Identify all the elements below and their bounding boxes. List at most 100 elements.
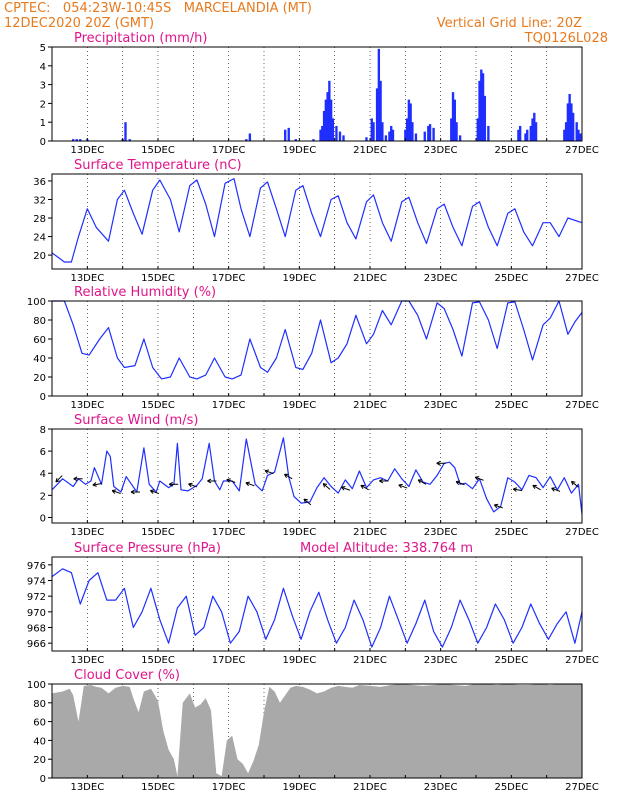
panel-5: Cloud Cover (%) 0 20 40 60 80 100 13DEC 15DEC 17D… <box>27 668 599 793</box>
wind-arrow <box>111 490 121 495</box>
x-tick-label: 17DEC <box>212 400 246 411</box>
wind-arrow-head <box>455 480 461 485</box>
y-tick-label: 100 <box>27 680 46 691</box>
wind-arrow <box>360 484 369 491</box>
precip-bar <box>483 95 487 141</box>
precip-bar <box>388 131 391 141</box>
x-tick-label: 23DEC <box>424 782 458 793</box>
precip-bar <box>319 129 322 141</box>
x-tick-label: 19DEC <box>282 655 316 666</box>
wind-arrow <box>188 483 198 488</box>
precip-bar <box>524 133 527 141</box>
y-tick-label: 60 <box>33 718 46 729</box>
precip-bar <box>379 80 382 141</box>
x-tick-label: 21DEC <box>353 782 387 793</box>
wind-arrow-head <box>493 503 499 509</box>
wind-arrow-head <box>92 482 97 487</box>
precip-bar <box>570 103 573 141</box>
wind-arrow <box>551 487 561 492</box>
precip-bar <box>450 118 453 141</box>
precip-bar <box>566 103 570 141</box>
wind-arrow <box>322 483 331 490</box>
wind-arrow <box>150 490 159 495</box>
panel-frame <box>51 173 583 270</box>
x-tick-label: 27DEC <box>565 527 599 538</box>
x-tick-label: 13DEC <box>70 273 104 284</box>
precip-bar <box>390 125 393 141</box>
wind-arrow-head <box>322 483 328 488</box>
wind-arrow-head <box>264 469 270 474</box>
wind-arrow <box>264 470 274 475</box>
precip-bar <box>451 92 455 141</box>
precip-bar <box>329 99 333 141</box>
wind-arrow <box>532 484 541 491</box>
y-tick-label: 972 <box>27 592 46 603</box>
x-tick-label: 27DEC <box>565 273 599 284</box>
wind-arrow-head <box>532 484 537 490</box>
precip-bar <box>428 124 432 141</box>
x-tick-label: 15DEC <box>141 782 175 793</box>
x-tick-label: 23DEC <box>424 273 458 284</box>
precip-bar <box>377 48 381 141</box>
panel-3: Surface Wind (m/s) 0 2 4 6 8 13DEC 15DEC 17DEC 19… <box>40 413 599 538</box>
x-tick-label: 13DEC <box>70 400 104 411</box>
wind-arrow-head <box>303 498 309 504</box>
x-tick-label: 13DEC <box>70 655 104 666</box>
precip-bar <box>365 137 368 141</box>
x-tick-label: 17DEC <box>212 527 246 538</box>
y-tick-label: 970 <box>27 608 46 619</box>
panel-frame <box>51 428 583 524</box>
precip-bar <box>381 122 384 141</box>
precip-bar <box>534 122 538 141</box>
precip-bar <box>518 125 522 141</box>
panel-frame <box>51 683 583 779</box>
wind-arrow-head <box>341 486 346 491</box>
precip-bar <box>453 99 456 141</box>
y-tick-label: 0 <box>40 513 46 524</box>
x-tick-label: 19DEC <box>282 400 316 411</box>
series-line <box>51 178 583 263</box>
wind-arrow-head <box>436 460 441 466</box>
x-tick-label: 25DEC <box>494 527 528 538</box>
precip-bar <box>72 139 75 141</box>
wind-arrow <box>513 488 523 492</box>
precip-bar <box>531 118 534 141</box>
precip-bar <box>287 127 290 141</box>
wind-arrow-head <box>360 484 365 490</box>
precip-bar <box>384 135 388 141</box>
y-tick-label: 40 <box>33 354 46 365</box>
precip-bar <box>322 110 326 141</box>
x-tick-label: 21DEC <box>353 655 387 666</box>
x-tick-label: 21DEC <box>353 273 387 284</box>
wind-arrow-head <box>571 480 576 486</box>
precip-bar <box>564 122 568 141</box>
x-tick-label: 25DEC <box>494 273 528 284</box>
precip-bar <box>517 129 520 141</box>
precip-bar <box>328 80 331 141</box>
precip-bar <box>423 131 426 141</box>
y-tick-label: 2 <box>40 491 46 502</box>
x-tick-label: 19DEC <box>282 273 316 284</box>
precip-bar <box>124 122 127 141</box>
wind-arrow-head <box>73 476 78 482</box>
panel-2: Relative Humidity (%) 0 20 40 60 80 100 13DEC 15… <box>27 285 599 411</box>
panel-title: Surface Temperature (nC) <box>74 158 242 173</box>
wind-arrow <box>494 504 503 509</box>
wind-arrow <box>475 476 484 481</box>
panel-title: Cloud Cover (%) <box>74 668 180 683</box>
wind-arrow-head <box>207 478 212 484</box>
precip-bar <box>407 99 411 141</box>
station-info: CPTEC: 054:23W-10:45S MARCELANDIA (MT) <box>4 1 312 16</box>
y-tick-label: 28 <box>33 214 46 225</box>
y-tick-label: 0 <box>40 774 46 785</box>
wind-arrow-head <box>417 479 423 484</box>
x-tick-label: 13DEC <box>70 145 104 156</box>
precip-bar <box>533 112 536 141</box>
panel-title: Relative Humidity (%) <box>74 285 216 300</box>
wind-arrow-head <box>226 478 231 483</box>
series-line <box>51 437 583 515</box>
wind-arrow-head <box>188 482 193 488</box>
precip-bar <box>571 112 575 141</box>
x-tick-label: 15DEC <box>141 273 175 284</box>
precip-bar <box>432 127 435 141</box>
